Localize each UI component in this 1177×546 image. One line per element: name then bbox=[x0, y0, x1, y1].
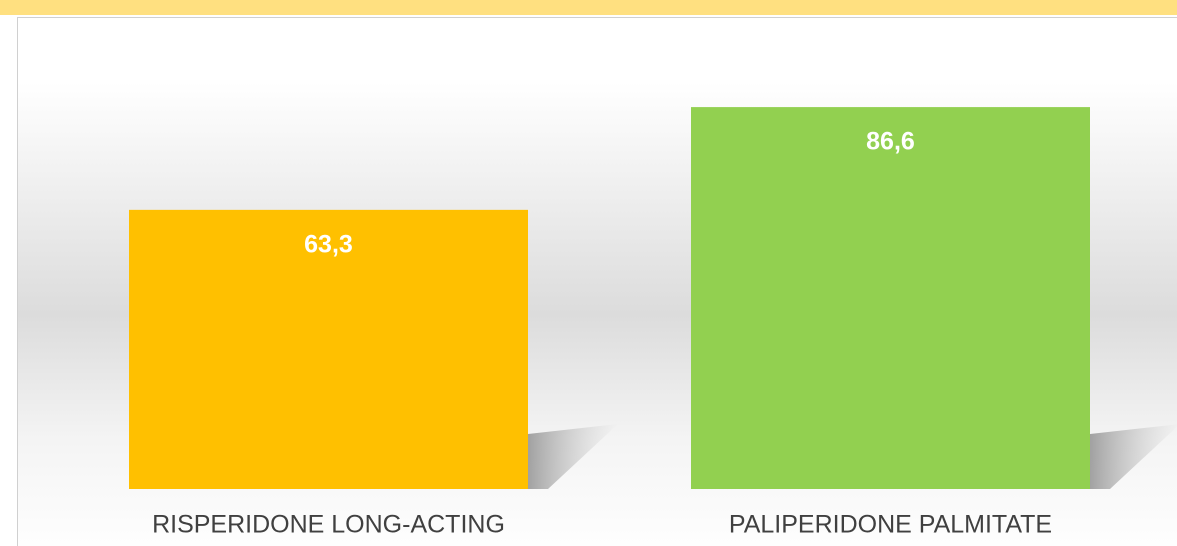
bar bbox=[129, 209, 528, 490]
bar bbox=[691, 107, 1090, 490]
bar-shadow bbox=[528, 424, 618, 489]
x-tick-label: PALIPERIDONE PALMITATE bbox=[729, 511, 1052, 539]
value-label: 86,6 bbox=[866, 128, 915, 156]
value-label: 63,3 bbox=[304, 230, 353, 258]
top-strip bbox=[0, 0, 1177, 15]
bar-shadow bbox=[1090, 424, 1177, 489]
plot: RISPERIDONE LONG-ACTING 63,3 PALIPERIDONE … bbox=[129, 107, 1177, 539]
x-tick-label: RISPERIDONE LONG-ACTING bbox=[152, 511, 505, 539]
